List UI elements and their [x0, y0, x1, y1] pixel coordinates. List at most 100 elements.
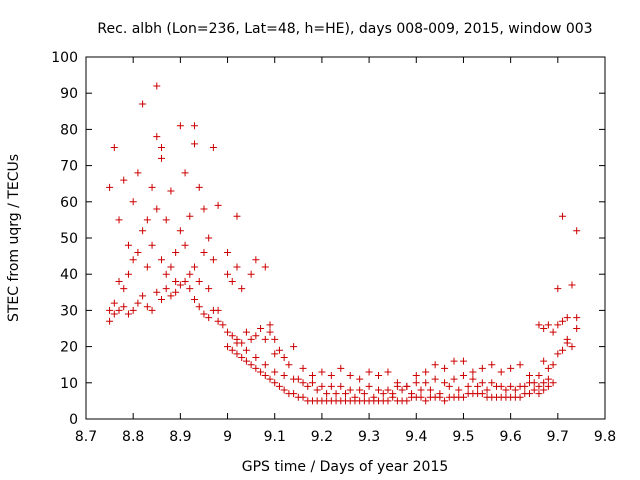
- data-point: [224, 270, 232, 278]
- data-point: [153, 133, 161, 141]
- data-point: [115, 277, 123, 285]
- data-point: [549, 361, 557, 369]
- data-point: [153, 82, 161, 90]
- data-point: [417, 393, 425, 401]
- data-point: [459, 357, 467, 365]
- data-point: [266, 375, 274, 383]
- data-point: [459, 393, 467, 401]
- data-point: [181, 169, 189, 177]
- data-point: [157, 154, 165, 162]
- data-point: [478, 390, 486, 398]
- data-point: [511, 386, 519, 394]
- data-point: [540, 357, 548, 365]
- data-point: [167, 292, 175, 300]
- data-point: [167, 263, 175, 271]
- data-point: [526, 372, 534, 380]
- data-point: [356, 375, 364, 383]
- data-point: [200, 248, 208, 256]
- data-point: [417, 386, 425, 394]
- data-point: [228, 277, 236, 285]
- data-points: [106, 82, 581, 405]
- data-point: [492, 382, 500, 390]
- data-point: [162, 270, 170, 278]
- data-point: [450, 357, 458, 365]
- data-point: [459, 372, 467, 380]
- data-point: [247, 361, 255, 369]
- data-point: [441, 364, 449, 372]
- data-point: [568, 343, 576, 351]
- data-point: [191, 296, 199, 304]
- data-point: [271, 335, 279, 343]
- data-point: [181, 277, 189, 285]
- data-point: [573, 325, 581, 332]
- data-point: [337, 382, 345, 390]
- data-point: [332, 390, 340, 398]
- data-point: [110, 144, 118, 151]
- data-point: [497, 368, 505, 376]
- data-point: [559, 317, 567, 325]
- data-point: [205, 234, 213, 242]
- data-point: [478, 379, 486, 387]
- data-point: [554, 321, 562, 329]
- data-point: [167, 187, 175, 195]
- data-point: [252, 256, 260, 264]
- data-point: [507, 382, 515, 390]
- data-point: [233, 339, 241, 347]
- data-point: [247, 270, 255, 278]
- y-tick-label: 100: [51, 50, 78, 66]
- data-point: [162, 216, 170, 224]
- data-point: [384, 397, 392, 405]
- data-point: [186, 212, 194, 220]
- data-point: [176, 227, 184, 235]
- x-tick-label: 8.8: [122, 429, 144, 445]
- data-point: [143, 216, 151, 224]
- data-point: [544, 382, 552, 390]
- data-point: [115, 216, 123, 224]
- data-point: [563, 314, 571, 322]
- data-point: [139, 292, 147, 300]
- data-point: [559, 212, 567, 220]
- data-point: [157, 256, 165, 264]
- data-point: [384, 386, 392, 394]
- data-point: [535, 390, 543, 398]
- data-point: [346, 372, 354, 380]
- data-point: [285, 361, 293, 369]
- data-point: [157, 296, 165, 304]
- data-point: [110, 310, 118, 318]
- data-point: [360, 390, 368, 398]
- data-point: [195, 183, 203, 191]
- y-tick-label: 60: [60, 195, 78, 211]
- data-point: [327, 372, 335, 380]
- data-point: [299, 364, 307, 372]
- data-point: [507, 364, 515, 372]
- data-point: [205, 285, 213, 293]
- data-point: [544, 321, 552, 329]
- data-point: [530, 379, 538, 387]
- data-point: [488, 379, 496, 387]
- data-point: [186, 270, 194, 278]
- data-point: [143, 263, 151, 271]
- data-point: [436, 390, 444, 398]
- data-point: [389, 390, 397, 398]
- data-point: [228, 332, 236, 340]
- data-point: [280, 353, 288, 361]
- data-point: [464, 382, 472, 390]
- data-point: [441, 379, 449, 387]
- data-point: [412, 372, 420, 380]
- data-point: [540, 379, 548, 387]
- data-point: [554, 350, 562, 358]
- data-point: [327, 382, 335, 390]
- data-point: [162, 285, 170, 293]
- data-point: [308, 379, 316, 387]
- data-point: [478, 364, 486, 372]
- data-point: [172, 288, 180, 296]
- plot-frame: [85, 56, 606, 420]
- data-point: [224, 328, 232, 336]
- data-point: [191, 122, 199, 130]
- data-point: [176, 281, 184, 289]
- data-point: [139, 100, 147, 108]
- data-point: [148, 183, 156, 191]
- data-point: [275, 346, 283, 354]
- data-point: [233, 212, 241, 220]
